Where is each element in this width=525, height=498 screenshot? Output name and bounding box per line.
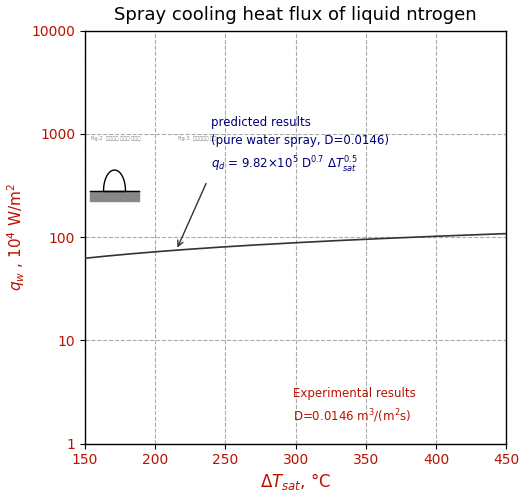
Y-axis label: $q_w$ , $10^4$ W/m$^2$: $q_w$ , $10^4$ W/m$^2$ — [6, 183, 27, 291]
Text: predicted results
(pure water spray, D=0.0146)
$q_d$ = 9.82×10$^5$ D$^{0.7}$ $\D: predicted results (pure water spray, D=0… — [212, 116, 390, 175]
Text: Experimental results
D=0.0146 m$^3$/(m$^2$s): Experimental results D=0.0146 m$^3$/(m$^… — [293, 387, 416, 425]
Title: Spray cooling heat flux of liquid ntrogen: Spray cooling heat flux of liquid ntroge… — [114, 5, 477, 23]
X-axis label: $\Delta T_{sat}$, °C: $\Delta T_{sat}$, °C — [260, 472, 331, 493]
Text: fig.2  분무냉각 장치의 개략도: fig.2 분무냉각 장치의 개략도 — [91, 135, 141, 140]
Text: fig.3  측정결과의 비교: fig.3 측정결과의 비교 — [177, 135, 216, 140]
